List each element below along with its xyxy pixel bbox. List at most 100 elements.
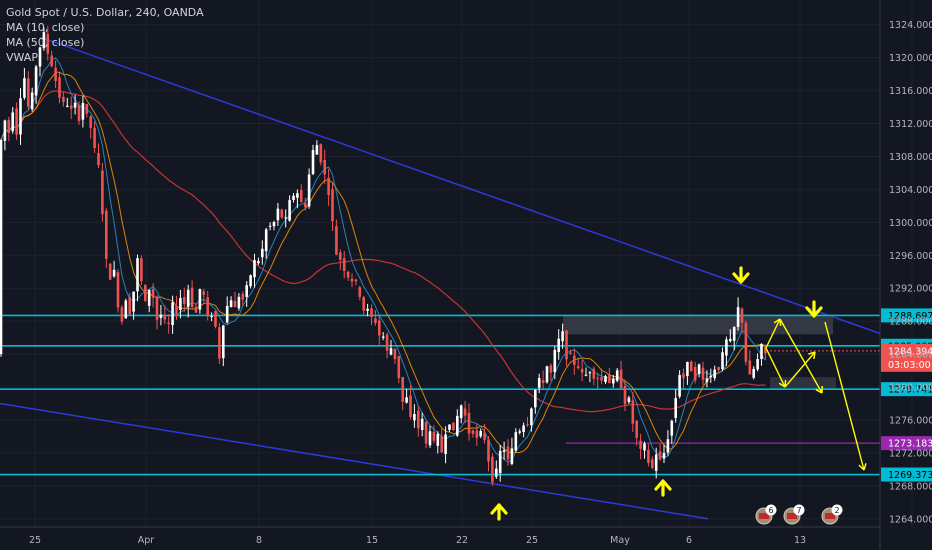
- candle-body: [405, 397, 408, 403]
- x-tick-label: 6: [686, 535, 692, 546]
- candle-body: [144, 285, 147, 302]
- y-tick-label: 1296.000: [889, 251, 932, 262]
- candle-body: [580, 368, 584, 373]
- candle-body: [596, 377, 599, 379]
- support-box: [770, 377, 836, 390]
- level-label-bg: [881, 436, 932, 451]
- candle-body: [627, 397, 631, 403]
- y-tick-label: 1324.000: [889, 20, 932, 31]
- y-tick-label: 1312.000: [889, 119, 932, 130]
- candle-body: [15, 108, 18, 135]
- candle-body: [339, 252, 342, 260]
- candle-body: [358, 287, 362, 297]
- up-pointer-2: [654, 479, 672, 497]
- candle-body: [378, 320, 381, 336]
- candle-body: [194, 306, 198, 313]
- event-flag-stripe: [759, 513, 769, 519]
- ma50-line: [0, 90, 766, 413]
- candle-body: [237, 296, 241, 309]
- candle-body: [362, 297, 365, 311]
- candle-body: [346, 271, 350, 278]
- candle-body: [233, 300, 237, 308]
- candle-body: [557, 338, 560, 353]
- candle-body: [370, 308, 373, 317]
- indicator-ma10[interactable]: MA (10, close): [6, 21, 85, 34]
- candle-body: [303, 203, 307, 207]
- candle-body: [701, 367, 705, 380]
- last-price-bg: [881, 343, 932, 372]
- level-label: 1288.697: [888, 311, 932, 322]
- event-count: 7: [796, 506, 801, 515]
- candle-body: [756, 358, 759, 370]
- candle-body: [140, 258, 143, 282]
- y-tick-label: 1316.000: [889, 86, 932, 97]
- y-tick-label: 1280.000: [889, 383, 932, 394]
- candle-body: [576, 366, 580, 369]
- indicator-vwap[interactable]: VWAP: [6, 51, 38, 64]
- x-tick-label: 22: [456, 535, 468, 546]
- candle-body: [510, 448, 514, 465]
- candle-body: [467, 412, 471, 434]
- candle-body: [366, 308, 369, 311]
- candle-body: [545, 366, 549, 383]
- event-count-bg: [793, 504, 805, 516]
- candle-body: [764, 344, 767, 354]
- candle-body: [50, 55, 53, 67]
- candle-body: [175, 306, 178, 314]
- candle-body: [276, 208, 280, 221]
- candle-body: [11, 112, 14, 132]
- candle-body: [584, 374, 588, 376]
- candle-body: [623, 385, 627, 405]
- event-count-bg: [765, 504, 777, 516]
- candle-body: [151, 288, 155, 298]
- candle-body: [7, 119, 11, 133]
- candle-body: [132, 291, 135, 312]
- candle-body: [619, 369, 623, 389]
- candle-body: [428, 431, 432, 446]
- candle-body: [615, 370, 619, 381]
- candle-body: [483, 432, 486, 441]
- y-tick-label: 1276.000: [889, 415, 932, 426]
- candle-body: [97, 153, 100, 166]
- candle-body: [249, 275, 252, 287]
- candle-body: [475, 430, 479, 438]
- candle-body: [541, 380, 545, 383]
- candle-body: [678, 375, 681, 397]
- candle-body: [522, 425, 525, 433]
- candle-body: [709, 375, 713, 378]
- event-count-bg: [831, 504, 843, 516]
- candle-body: [409, 395, 412, 417]
- x-tick-label: 25: [29, 535, 41, 546]
- candle-body: [128, 297, 131, 315]
- level-label-bg: [881, 467, 932, 482]
- up-pointer-1: [490, 503, 508, 521]
- candle-body: [440, 436, 443, 453]
- price-levels: 1288.6971285.0091279.7411269.3731273.183…: [0, 308, 932, 482]
- candle-body: [292, 195, 295, 200]
- candle-body: [658, 451, 662, 460]
- candle-body: [463, 408, 467, 416]
- candle-body: [218, 327, 221, 359]
- candle-body: [296, 193, 299, 198]
- event-flag-stripe: [787, 513, 797, 519]
- candle-body: [385, 334, 389, 351]
- candle-body: [534, 390, 537, 408]
- x-tick-label: 13: [794, 535, 806, 546]
- candle-body: [46, 34, 50, 54]
- candle-body: [448, 424, 451, 430]
- candle-body: [487, 439, 490, 462]
- projection-arrow-5-head: [858, 463, 867, 471]
- candle-body: [401, 377, 404, 402]
- level-label-bg: [881, 308, 932, 323]
- event-badges[interactable]: 6 7 2: [755, 504, 843, 525]
- candle-body: [319, 144, 323, 163]
- candle-body: [300, 189, 303, 202]
- candle-body: [604, 376, 607, 383]
- y-tick-label: 1292.000: [889, 284, 932, 295]
- indicator-ma50[interactable]: MA (50, close): [6, 36, 85, 49]
- candle-body: [420, 418, 424, 430]
- candle-body: [413, 413, 416, 421]
- candle-body: [268, 225, 272, 227]
- candle-body: [565, 330, 568, 360]
